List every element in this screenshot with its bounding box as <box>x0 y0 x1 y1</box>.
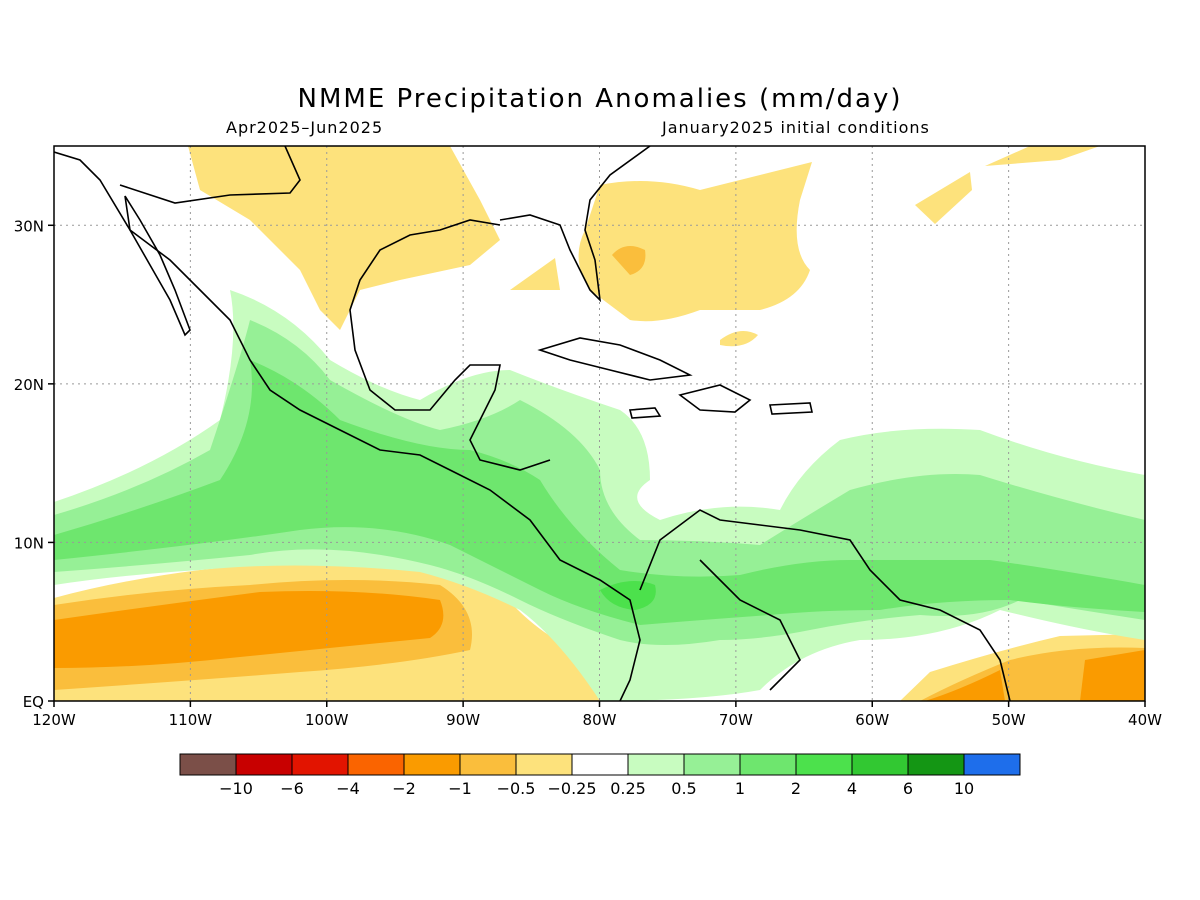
legend-label: −1 <box>448 779 472 798</box>
legend-label: 10 <box>954 779 974 798</box>
dry-area-atlantic-patch <box>915 172 972 224</box>
coastline-puerto-rico <box>769 402 813 415</box>
dry-strong-east-pacific <box>54 591 444 668</box>
legend-label: −2 <box>392 779 416 798</box>
dry-area-florida-atlantic <box>578 162 812 322</box>
dry-mid-florida <box>612 246 646 275</box>
legend-swatch <box>403 753 461 776</box>
legend-swatch <box>795 753 853 776</box>
legend-label: −6 <box>280 779 304 798</box>
map-title: NMME Precipitation Anomalies (mm/day) <box>297 84 903 114</box>
legend-swatch <box>739 753 797 776</box>
wet-strong-band <box>54 360 1145 625</box>
coastline-cuba <box>537 337 693 381</box>
legend-swatch <box>963 753 1021 776</box>
x-tick-label: 90W <box>446 711 480 729</box>
legend-label: 1 <box>735 779 745 798</box>
x-tick-label: 70W <box>719 711 753 729</box>
legend-swatch <box>907 753 965 776</box>
legend-swatch <box>291 753 349 776</box>
initial-conditions: January2025 initial conditions <box>662 118 930 137</box>
x-tick-label: 60W <box>855 711 889 729</box>
x-axis: 120W 110W 100W 90W 80W 70W 60W 50W 40W <box>32 701 1162 729</box>
legend-swatch <box>235 753 293 776</box>
coastline-gulf <box>349 219 551 471</box>
legend-label: 2 <box>791 779 801 798</box>
coastline-mexico-pacific <box>54 151 641 701</box>
wet-core <box>600 581 656 610</box>
legend-swatch <box>347 753 405 776</box>
legend-swatch <box>571 753 629 776</box>
legend-label: −10 <box>219 779 253 798</box>
legend-swatch <box>851 753 909 776</box>
coastline-baja <box>124 195 191 337</box>
legend-label: −0.5 <box>497 779 536 798</box>
legend-label: 4 <box>847 779 857 798</box>
coastline-hispaniola <box>678 384 752 413</box>
x-tick-label: 50W <box>992 711 1026 729</box>
legend-swatch <box>459 753 517 776</box>
forecast-period: Apr2025–Jun2025 <box>226 118 384 137</box>
legend-label: 6 <box>903 779 913 798</box>
border-us <box>119 146 301 204</box>
y-tick-label: EQ <box>23 693 44 711</box>
y-tick-label: 20N <box>14 376 44 394</box>
coastline-south-america-north <box>639 509 1011 701</box>
x-tick-label: 80W <box>583 711 617 729</box>
dry-area-small <box>720 331 758 347</box>
graticule <box>54 146 1145 701</box>
legend-swatch <box>683 753 741 776</box>
legend-swatch <box>627 753 685 776</box>
coastline-venezuela-interior <box>699 559 801 691</box>
coastline-florida <box>499 146 651 303</box>
dry-strong-atlantic-east <box>1080 650 1145 701</box>
dry-strong-atlantic <box>925 670 1005 701</box>
dry-area-north-edge <box>985 146 1100 166</box>
x-tick-label: 100W <box>305 711 349 729</box>
dry-area-gulf-patch <box>510 258 560 290</box>
y-tick-label: 10N <box>14 534 44 552</box>
coastlines <box>54 146 1011 701</box>
legend-label: −4 <box>336 779 360 798</box>
x-tick-label: 110W <box>169 711 213 729</box>
x-tick-label: 120W <box>32 711 76 729</box>
y-axis: EQ 10N 20N 30N <box>14 217 54 711</box>
legend-label: 0.5 <box>671 779 696 798</box>
y-tick-label: 30N <box>14 217 44 235</box>
legend-label: −0.25 <box>547 779 596 798</box>
x-tick-label: 40W <box>1128 711 1162 729</box>
legend-swatch <box>179 753 237 776</box>
color-legend: −10 −6 −4 −2 −1 −0.5 −0.25 0.25 0.5 1 2 4 6 10 <box>179 753 1021 798</box>
dry-area-us-gulf <box>188 146 500 330</box>
legend-label: 0.25 <box>610 779 646 798</box>
coastline-jamaica <box>628 407 662 419</box>
legend-swatch <box>515 753 573 776</box>
